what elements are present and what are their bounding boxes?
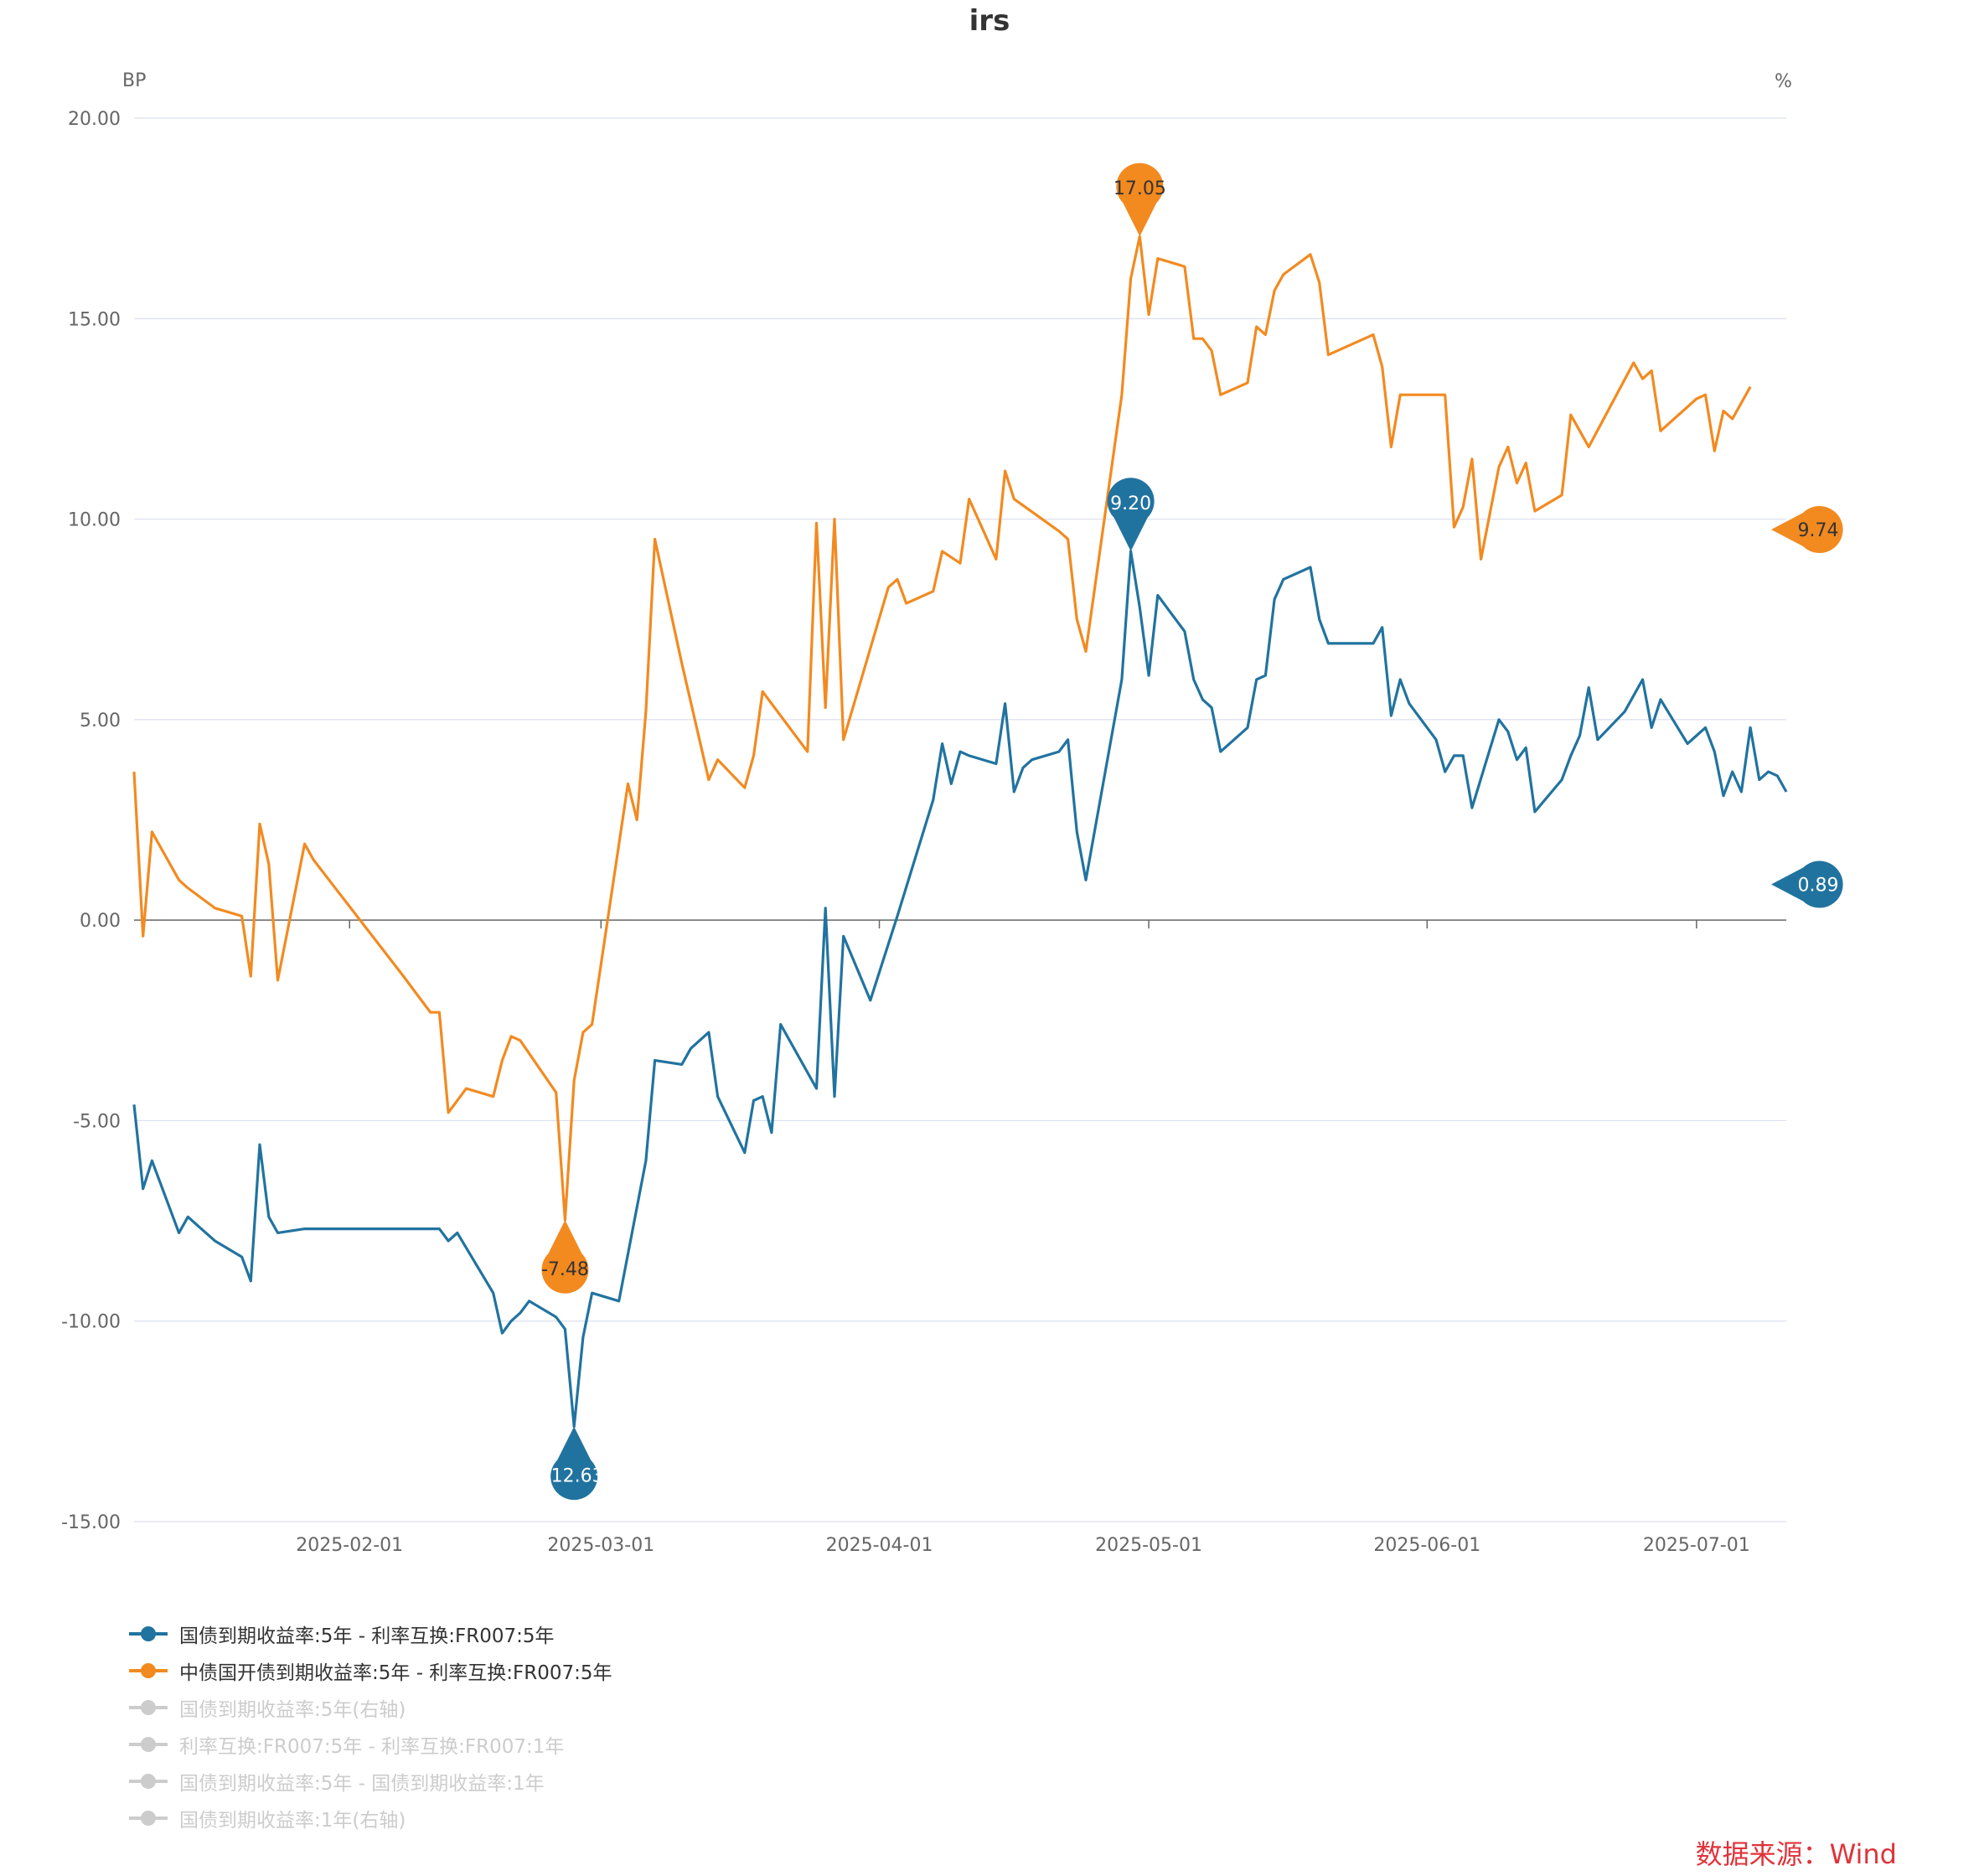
- legend-dot: [141, 1811, 156, 1826]
- y-tick-label: 15.00: [68, 309, 121, 330]
- min-marker: [541, 1220, 589, 1294]
- source-note: 数据来源：Wind: [1695, 1838, 1897, 1870]
- marker-label: 9.20: [1110, 494, 1151, 514]
- marker-label: -7.48: [541, 1259, 589, 1280]
- legend-label: 国债到期收益率:5年(右轴): [179, 1699, 406, 1721]
- x-tick-label: 2025-06-01: [1373, 1535, 1480, 1556]
- y-tick-label: 5.00: [80, 711, 121, 731]
- last-marker: [1771, 506, 1843, 554]
- legend-item[interactable]: 国债到期收益率:1年(右轴): [127, 1800, 612, 1837]
- series-line-2: [132, 235, 1752, 1222]
- legend-item[interactable]: 中债国开债到期收益率:5年 - 利率互换:FR007:5年: [127, 1652, 612, 1689]
- max-marker: [1116, 163, 1164, 237]
- series-line-1: [132, 550, 1788, 1429]
- marker-label: 9.74: [1798, 520, 1839, 541]
- left-axis-unit: BP: [122, 70, 146, 91]
- marker-label: -12.63: [545, 1466, 604, 1487]
- y-tick-label: -10.00: [61, 1312, 121, 1333]
- legend-marker-icon: [129, 1737, 168, 1752]
- legend-label: 利率互换:FR007:5年 - 利率互换:FR007:1年: [179, 1736, 565, 1758]
- legend-item[interactable]: 国债到期收益率:5年 - 利率互换:FR007:5年: [127, 1615, 612, 1652]
- legend-item[interactable]: 国债到期收益率:5年(右轴): [127, 1689, 612, 1726]
- legend: 国债到期收益率:5年 - 利率互换:FR007:5年中债国开债到期收益率:5年 …: [127, 1615, 612, 1837]
- legend-item[interactable]: 利率互换:FR007:5年 - 利率互换:FR007:1年: [127, 1726, 612, 1763]
- x-axis-ticks: 2025-02-01 2025-03-01 2025-04-01 2025-05-01…: [296, 920, 1750, 1556]
- marker-label: 17.05: [1114, 178, 1166, 199]
- legend-label: 国债到期收益率:5年 - 利率互换:FR007:5年: [179, 1625, 555, 1647]
- y-axis-ticks: 20.00 15.00 10.00 5.00 0.00 -5.00 -10.00 -15.00: [61, 109, 121, 1533]
- min-marker: [550, 1426, 598, 1501]
- legend-marker-icon: [129, 1811, 168, 1826]
- legend-dot: [141, 1700, 156, 1715]
- legend-marker-icon: [129, 1774, 168, 1789]
- chart-title: irs: [969, 4, 1010, 38]
- y-tick-label: 10.00: [68, 510, 121, 531]
- marker-label: 0.89: [1798, 876, 1839, 897]
- y-tick-label: 0.00: [80, 911, 121, 932]
- x-tick-label: 2025-04-01: [826, 1535, 933, 1556]
- x-tick-label: 2025-07-01: [1643, 1535, 1750, 1556]
- legend-marker-icon: [129, 1663, 168, 1678]
- series-lines: [132, 235, 1788, 1429]
- annotation-markers: 9.20 -12.63 0.89 17.05 -7.48 9.74: [541, 163, 1843, 1501]
- legend-dot: [141, 1737, 156, 1752]
- max-marker: [1107, 478, 1155, 551]
- legend-item[interactable]: 国债到期收益率:5年 - 国债到期收益率:1年: [127, 1763, 612, 1800]
- legend-label: 中债国开债到期收益率:5年 - 利率互换:FR007:5年: [179, 1662, 612, 1684]
- y-tick-label: -15.00: [61, 1512, 121, 1533]
- y-tick-label: 20.00: [68, 109, 121, 130]
- grid-lines: [134, 117, 1786, 1522]
- x-tick-label: 2025-02-01: [296, 1535, 403, 1556]
- legend-label: 国债到期收益率:5年 - 国债到期收益率:1年: [179, 1773, 545, 1795]
- right-axis-unit: %: [1775, 71, 1792, 92]
- legend-label: 国债到期收益率:1年(右轴): [179, 1810, 406, 1832]
- x-tick-label: 2025-05-01: [1095, 1535, 1202, 1556]
- legend-dot: [141, 1626, 156, 1641]
- last-marker: [1771, 860, 1843, 908]
- y-tick-label: -5.00: [73, 1111, 121, 1132]
- legend-dot: [141, 1663, 156, 1678]
- legend-marker-icon: [129, 1626, 168, 1641]
- legend-marker-icon: [129, 1700, 168, 1715]
- x-tick-label: 2025-03-01: [547, 1535, 654, 1556]
- legend-dot: [141, 1774, 156, 1789]
